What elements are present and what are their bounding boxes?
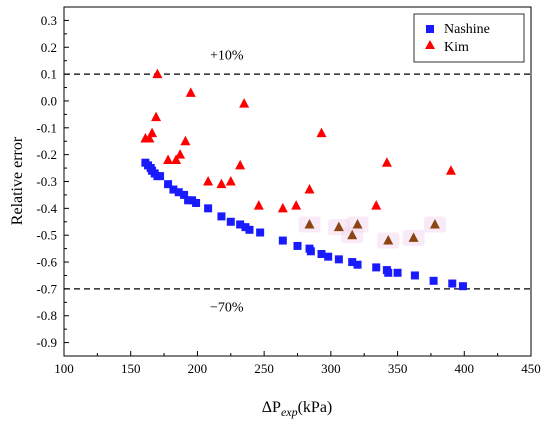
- data-point-triangle: [408, 232, 419, 242]
- data-point-triangle: [253, 200, 264, 210]
- data-point-triangle: [144, 133, 155, 143]
- data-point-triangle: [216, 178, 227, 189]
- y-tick-label: 0.0: [41, 93, 57, 108]
- data-point-square: [192, 198, 201, 207]
- x-axis-label-subscript: exp: [281, 405, 298, 419]
- data-point-triangle: [185, 87, 196, 97]
- y-tick-label: -0.5: [36, 228, 57, 243]
- data-point-triangle: [304, 184, 315, 194]
- data-point-square: [188, 196, 197, 205]
- data-point-square: [372, 263, 381, 272]
- data-point-triangle: [371, 200, 382, 210]
- data-point-square: [256, 228, 265, 237]
- data-points: [140, 68, 467, 291]
- y-tick-label: -0.3: [36, 174, 57, 189]
- data-point-square: [306, 247, 315, 256]
- x-tick-label: 400: [455, 361, 475, 376]
- data-point-square: [384, 268, 393, 277]
- data-point-triangle: [316, 127, 327, 138]
- legend-label-kim: Kim: [444, 40, 469, 55]
- y-tick-label: -0.9: [36, 335, 57, 350]
- x-tick-label: 100: [54, 361, 74, 376]
- legend: Nashine Kim: [413, 13, 525, 63]
- y-tick-label: -0.6: [36, 255, 57, 270]
- data-point-triangle: [180, 135, 191, 146]
- data-point-triangle: [151, 111, 162, 122]
- data-point-square: [236, 220, 245, 229]
- data-point-square: [156, 172, 165, 181]
- data-point-triangle: [347, 229, 358, 240]
- legend-label-nashine: Nashine: [444, 22, 490, 37]
- legend-marker-nashine: [426, 25, 434, 33]
- y-tick-label: -0.2: [36, 147, 57, 162]
- y-tick-label: 0.3: [41, 13, 57, 28]
- reference-lines: +10% −70%: [64, 48, 531, 316]
- data-point-square: [324, 252, 333, 261]
- data-point-square: [410, 271, 419, 280]
- x-tick-label: 150: [121, 361, 141, 376]
- data-point-square: [458, 282, 467, 291]
- highlight-patches: [298, 216, 446, 249]
- data-point-square: [204, 204, 213, 213]
- data-point-square: [448, 279, 457, 288]
- data-point-square: [348, 258, 357, 267]
- x-axis-label: ΔPexp(kPa): [262, 399, 333, 419]
- data-point-triangle: [381, 157, 392, 167]
- legend-marker-kim: [425, 40, 435, 49]
- data-point-triangle: [147, 127, 158, 138]
- y-tick-label: -0.4: [36, 201, 57, 216]
- data-point-triangle: [175, 149, 186, 159]
- data-point-square: [429, 276, 438, 285]
- y-tick-label: -0.7: [36, 281, 57, 296]
- data-point-triangle: [171, 154, 182, 165]
- data-point-triangle: [383, 235, 394, 245]
- data-point-triangle: [152, 68, 163, 79]
- x-axis-label-unit: (kPa): [298, 399, 333, 416]
- data-point-square: [217, 212, 226, 221]
- data-point-triangle: [225, 176, 236, 186]
- data-point-triangle: [277, 202, 288, 213]
- data-point-triangle: [239, 98, 250, 108]
- x-tick-label: 350: [388, 361, 408, 376]
- data-point-square: [393, 268, 402, 277]
- reference-line-label: +10%: [210, 48, 244, 63]
- data-point-square: [241, 223, 250, 232]
- data-point-square: [245, 225, 254, 234]
- data-point-square: [317, 249, 326, 258]
- data-point-triangle: [352, 218, 363, 229]
- data-point-triangle: [291, 200, 302, 210]
- y-axis-label: Relative error: [9, 136, 26, 225]
- data-point-square: [293, 241, 302, 250]
- data-point-square: [180, 190, 189, 199]
- data-point-square: [353, 260, 362, 269]
- x-tick-label: 200: [188, 361, 208, 376]
- data-point-triangle: [304, 218, 315, 229]
- axis-ticks: 100 150 200 250 300 350 400 450 -0.9 -0.8 -0.7 -0.6…: [36, 6, 541, 376]
- x-axis-label-prefix: ΔP: [262, 399, 281, 416]
- y-tick-label: -0.8: [36, 308, 57, 323]
- reference-line-label: −70%: [210, 301, 244, 316]
- x-tick-label: 250: [254, 361, 274, 376]
- data-point-square: [169, 185, 178, 194]
- data-point-square: [184, 196, 193, 205]
- y-tick-label: 0.1: [41, 67, 57, 82]
- data-point-triangle: [429, 218, 440, 229]
- data-point-triangle: [235, 159, 246, 170]
- data-point-triangle: [203, 176, 214, 186]
- x-tick-label: 450: [521, 361, 541, 376]
- data-point-triangle: [163, 154, 174, 165]
- data-point-triangle: [445, 165, 456, 175]
- legend-box: [413, 13, 525, 63]
- data-point-square: [278, 236, 287, 245]
- data-point-square: [226, 217, 235, 226]
- x-tick-label: 300: [321, 361, 341, 376]
- data-point-square: [174, 188, 183, 197]
- data-point-square: [334, 255, 343, 264]
- data-point-square: [164, 180, 173, 189]
- y-tick-label: -0.1: [36, 120, 57, 135]
- y-tick-label: 0.2: [41, 40, 57, 55]
- data-point-triangle: [333, 221, 344, 232]
